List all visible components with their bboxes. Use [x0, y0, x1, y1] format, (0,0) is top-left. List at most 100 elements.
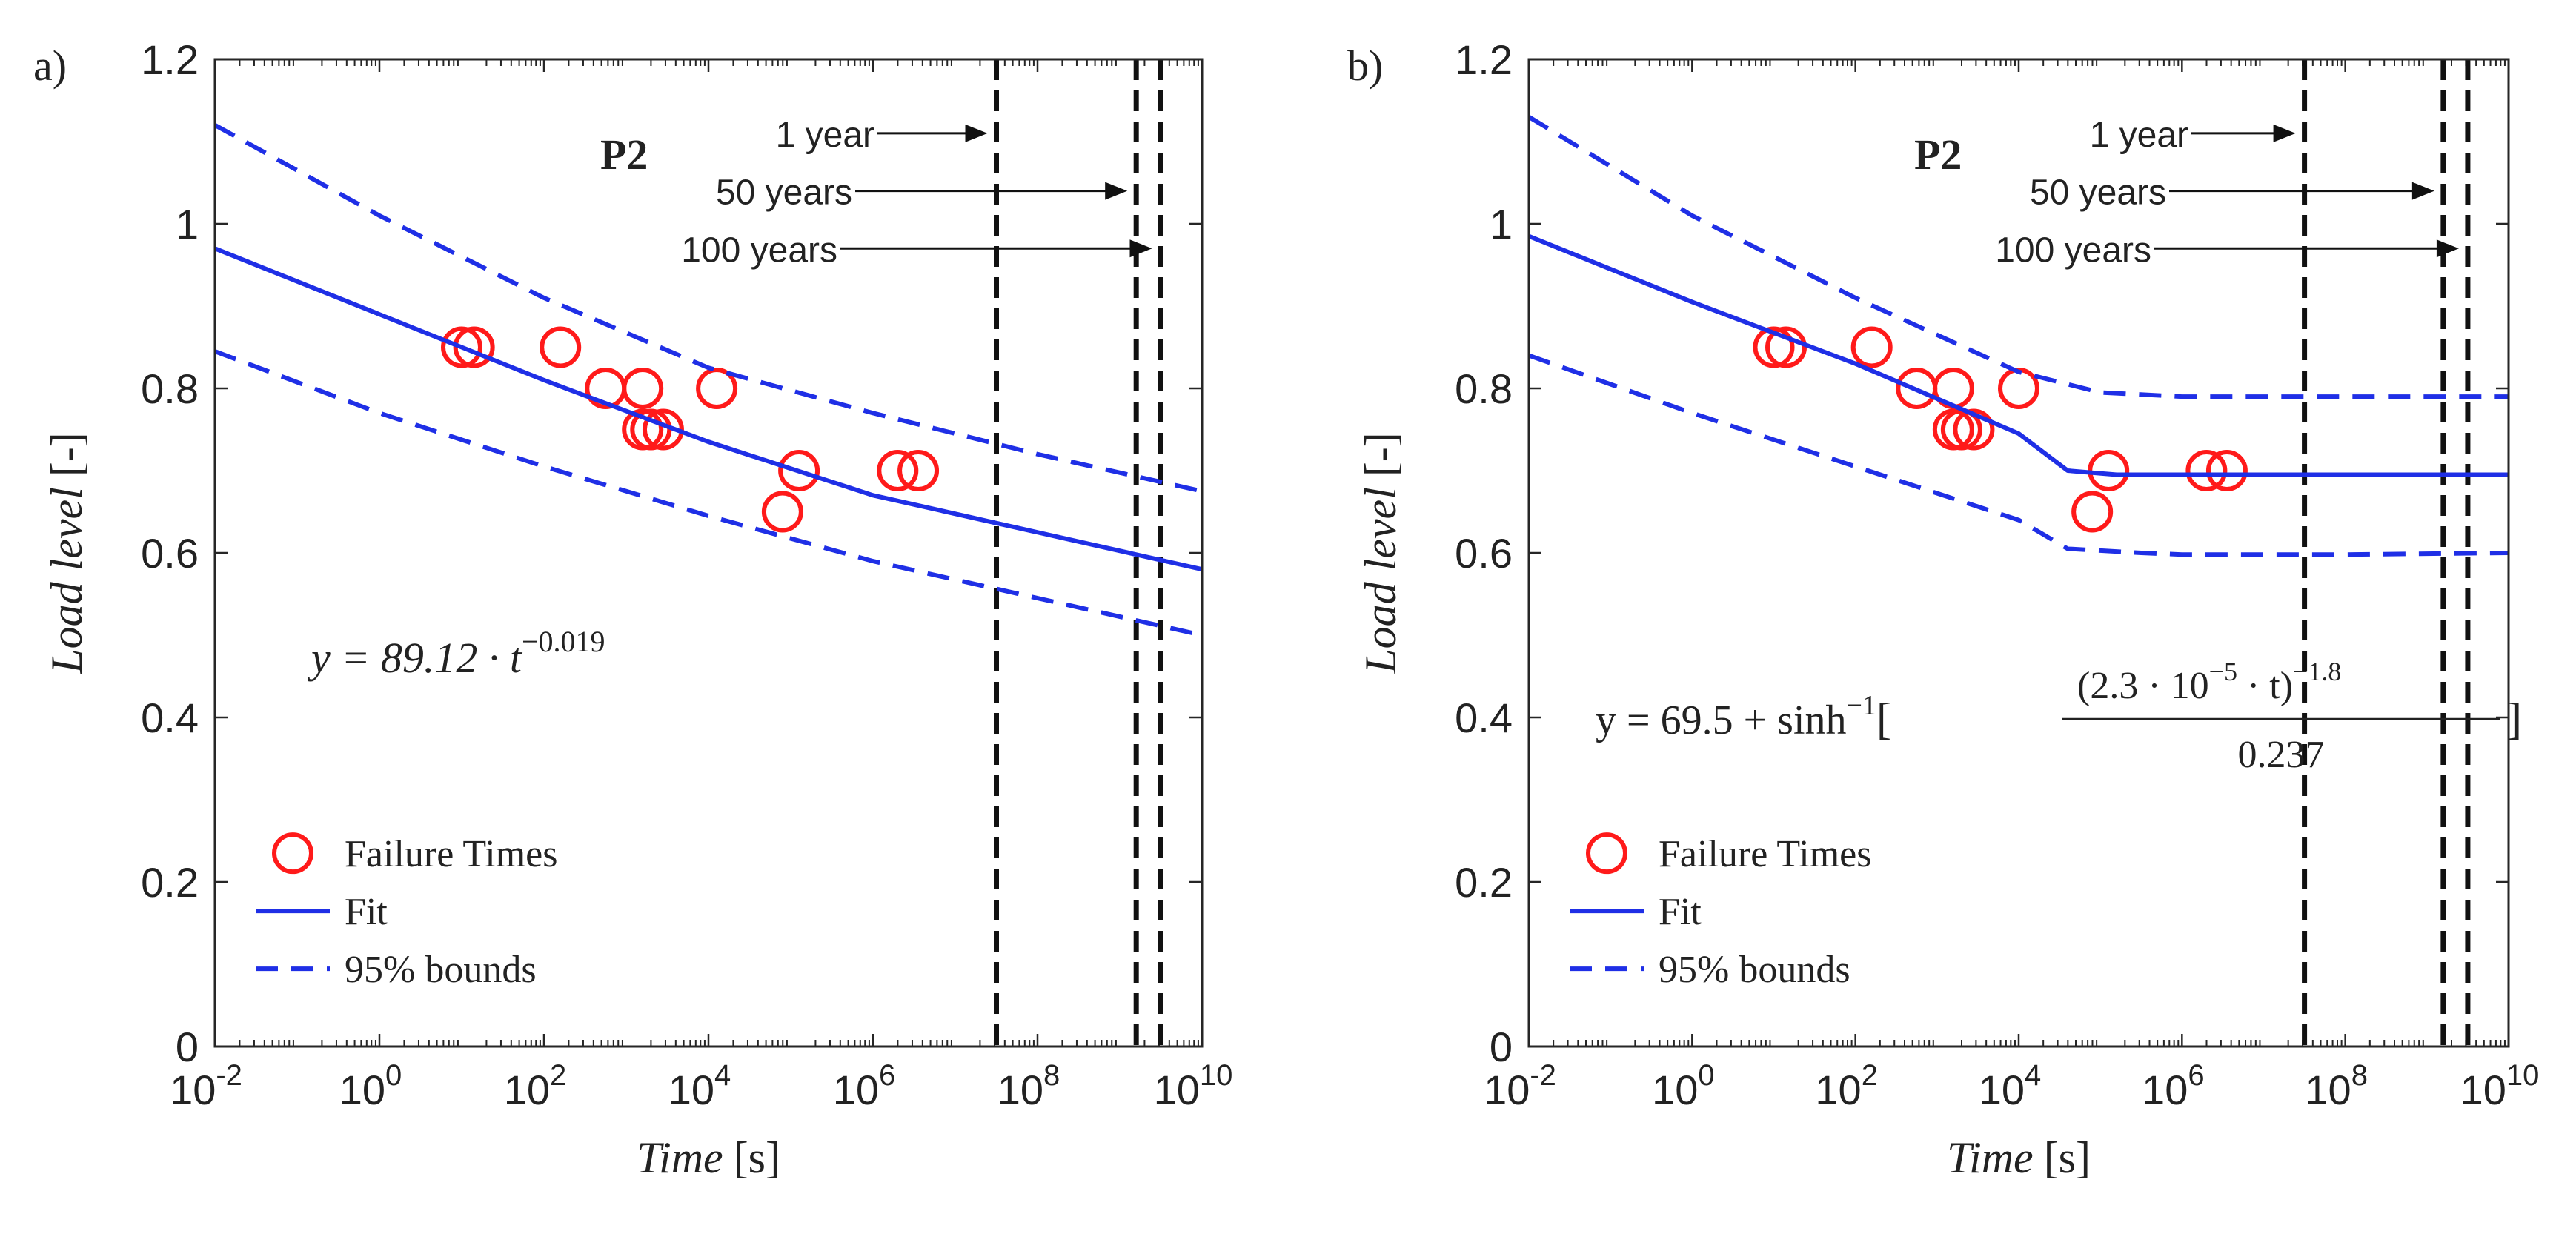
failure-time-marker	[1998, 368, 2039, 409]
y-tick-label: 0.4	[1455, 694, 1513, 741]
vline-label: 1 year	[2090, 116, 2188, 155]
panel-b: 10-2 100 102 104 106 108 101000.20.40.60.811.2…	[1347, 36, 2539, 1182]
x-tick-exponent: 10	[2506, 1059, 2540, 1092]
fit-equation: y = 69.5 + sinh−1[	[1596, 690, 1891, 743]
y-axis-variable: Load level	[42, 487, 91, 674]
failure-time-marker	[1765, 326, 1807, 368]
failure-time-marker	[778, 450, 820, 491]
legend-marker-failure	[1586, 832, 1627, 875]
y-tick-label: 0.2	[1455, 859, 1513, 906]
legend-entry: Fit	[345, 891, 388, 933]
x-tick-label: 108	[997, 1059, 1060, 1113]
y-tick-label: 0.4	[141, 694, 199, 741]
x-tick-base: 10	[2460, 1067, 2506, 1113]
y-tick-label: 0.8	[141, 365, 199, 412]
x-tick-label: 1010	[2460, 1059, 2540, 1113]
legend-entry: 95% bounds	[1659, 949, 1850, 991]
y-tick-label: 0	[176, 1024, 199, 1070]
y-axis-unit: [-]	[42, 432, 91, 477]
failure-time-marker	[897, 450, 940, 491]
failure-time-marker	[2205, 450, 2248, 491]
bound-line-3	[215, 349, 1202, 637]
y-tick-label: 0.6	[1455, 530, 1513, 577]
y-axis-unit: [-]	[1356, 432, 1405, 477]
failure-time-marker	[1753, 326, 1795, 368]
x-tick-label: 102	[504, 1059, 567, 1113]
x-tick-exponent: 0	[385, 1059, 402, 1092]
x-tick-exponent: 8	[2351, 1059, 2368, 1092]
annotation-arrow-head	[2436, 239, 2459, 258]
panel-letter: a)	[33, 42, 67, 90]
axes-box	[213, 58, 1204, 1048]
x-tick-base: 10	[339, 1067, 385, 1113]
x-axis-variable: Time	[637, 1133, 723, 1182]
bound-line-2	[215, 123, 1202, 494]
x-tick-base: 10	[1484, 1067, 1530, 1113]
vline-label: 100 years	[681, 230, 837, 270]
x-tick-label: 106	[2142, 1059, 2205, 1113]
equation-exponent: −0.019	[522, 625, 605, 658]
x-tick-label: 104	[668, 1059, 731, 1113]
x-tick-exponent: 2	[550, 1059, 566, 1092]
equation-numerator-tail: · t)	[2237, 665, 2293, 707]
x-axis-label: Time [s]	[1947, 1133, 2091, 1182]
failure-time-marker	[2088, 450, 2130, 491]
equation-numerator: (2.3 · 10−5 · t)−1.8	[2077, 657, 2341, 707]
y-tick-label: 0.6	[141, 530, 199, 577]
x-tick-label: 1010	[1154, 1059, 1233, 1113]
failure-time-marker	[622, 368, 664, 409]
x-tick-label: 10-2	[1484, 1059, 1556, 1113]
y-tick-label: 0.8	[1455, 365, 1513, 412]
x-tick-label: 100	[1652, 1059, 1715, 1113]
failure-time-marker	[2071, 491, 2114, 533]
vline-label: 50 years	[716, 173, 852, 213]
equation-tail-exp: −1.8	[2293, 657, 2341, 686]
annotation-arrow-head	[2411, 182, 2434, 200]
x-tick-label: 10-2	[170, 1059, 242, 1113]
vline-label: 50 years	[2030, 173, 2166, 213]
failure-time-marker	[540, 326, 582, 368]
panel-title: P2	[1914, 130, 1962, 179]
failure-time-marker	[1932, 408, 1974, 451]
equation-close-bracket: ]	[2507, 694, 2522, 743]
equation-inverse: −1	[1847, 690, 1876, 721]
failure-time-marker	[453, 326, 495, 368]
x-tick-base: 10	[1815, 1067, 1861, 1113]
y-axis-variable: Load level	[1356, 487, 1405, 674]
failure-time-marker	[696, 368, 738, 409]
x-tick-base: 10	[2142, 1067, 2188, 1113]
x-axis-label: Time [s]	[637, 1133, 780, 1182]
plot-area	[1529, 59, 2509, 1046]
failure-time-marker	[622, 408, 664, 451]
failure-time-marker	[441, 326, 482, 368]
x-tick-exponent: 6	[2188, 1059, 2204, 1092]
y-tick-label: 1	[1490, 201, 1513, 248]
annotation-arrow-head	[965, 124, 988, 142]
bound-line-2	[1529, 115, 2509, 399]
x-tick-label: 108	[2305, 1059, 2368, 1113]
x-tick-exponent: 0	[1698, 1059, 1714, 1092]
y-tick-label: 0.2	[141, 859, 199, 906]
x-tick-exponent: -2	[1530, 1059, 1556, 1092]
x-tick-exponent: 10	[1200, 1059, 1233, 1092]
x-tick-label: 100	[339, 1059, 402, 1113]
legend-entry: Failure Times	[1659, 833, 1872, 875]
x-tick-base: 10	[997, 1067, 1043, 1113]
x-tick-label: 106	[833, 1059, 896, 1113]
x-tick-exponent: 4	[2025, 1059, 2041, 1092]
x-axis-unit: [s]	[2044, 1133, 2091, 1182]
x-tick-base: 10	[2305, 1067, 2351, 1113]
axes-box	[1527, 58, 2510, 1048]
panel-letter: b)	[1347, 42, 1383, 90]
failure-time-marker	[877, 450, 919, 491]
x-tick-base: 10	[833, 1067, 879, 1113]
equation-lhs: y = 69.5 + sinh	[1596, 697, 1847, 743]
equation-numerator-exp: −5	[2209, 657, 2237, 686]
y-tick-label: 1	[176, 201, 199, 248]
bound-line-3	[1529, 353, 2509, 557]
x-tick-base: 10	[504, 1067, 550, 1113]
y-tick-label: 0	[1490, 1024, 1513, 1070]
x-tick-exponent: -2	[216, 1059, 242, 1092]
y-axis-label: Load level [-]	[1356, 432, 1405, 674]
